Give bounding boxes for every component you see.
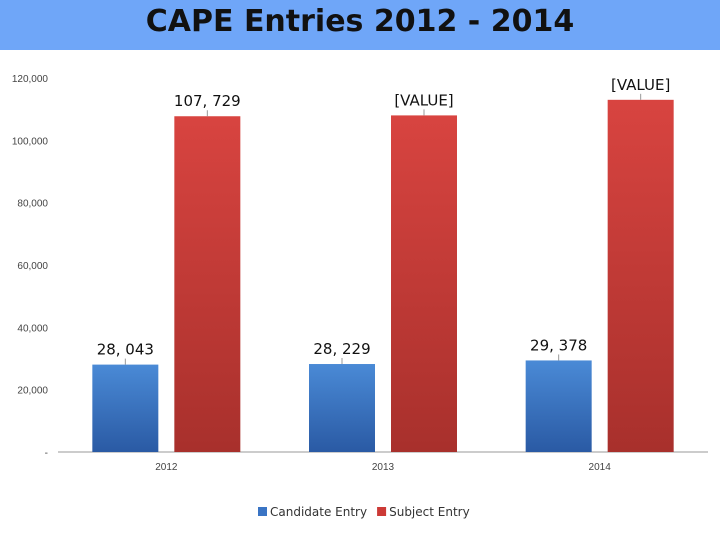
x-tick-label: 2012 bbox=[155, 462, 178, 473]
bar-candidate-2013 bbox=[309, 364, 375, 452]
x-tick-label: 2014 bbox=[589, 462, 612, 473]
data-label-candidate-2014: 29, 378 bbox=[530, 336, 587, 354]
y-tick-label: 100,000 bbox=[12, 136, 49, 147]
x-axis: 2012 2013 2014 bbox=[58, 451, 708, 473]
data-label-candidate-2013: 28, 229 bbox=[313, 340, 370, 358]
chart-title: CAPE Entries 2012 - 2014 bbox=[145, 4, 575, 39]
data-label-candidate-2012: 28, 043 bbox=[97, 341, 154, 359]
x-tick-label: 2013 bbox=[372, 462, 395, 473]
y-tick-label: 80,000 bbox=[17, 199, 48, 210]
bars bbox=[92, 99, 674, 453]
legend-swatch-subject bbox=[377, 507, 387, 516]
bar-subject-2013 bbox=[391, 115, 457, 453]
bar-candidate-2012 bbox=[92, 364, 159, 452]
legend-label-subject: Subject Entry bbox=[389, 505, 470, 519]
y-tick-label: 120,000 bbox=[12, 74, 49, 85]
y-axis: - 20,000 40,000 60,000 80,000 100,000 120,000 bbox=[12, 74, 49, 459]
data-label-subject-2013: [VALUE] bbox=[394, 91, 453, 109]
legend-swatch-candidate bbox=[258, 507, 267, 516]
title-band bbox=[0, 0, 720, 50]
legend-label-candidate: Candidate Entry bbox=[270, 505, 367, 519]
bar-candidate-2014 bbox=[525, 360, 592, 452]
legend: Candidate Entry Subject Entry bbox=[258, 505, 470, 519]
bar-subject-2012 bbox=[174, 116, 241, 452]
data-label-subject-2012: 107, 729 bbox=[174, 92, 241, 110]
y-tick-label: 40,000 bbox=[17, 323, 48, 334]
bar-subject-2014 bbox=[607, 99, 674, 453]
data-label-subject-2014: [VALUE] bbox=[611, 76, 670, 94]
y-tick-label: 20,000 bbox=[17, 386, 48, 397]
data-labels: 28, 043 107, 729 28, 229 [VALUE] 29, 378 [VAL… bbox=[97, 76, 670, 365]
y-tick-label: 60,000 bbox=[17, 261, 48, 272]
y-tick-label: - bbox=[45, 448, 48, 459]
